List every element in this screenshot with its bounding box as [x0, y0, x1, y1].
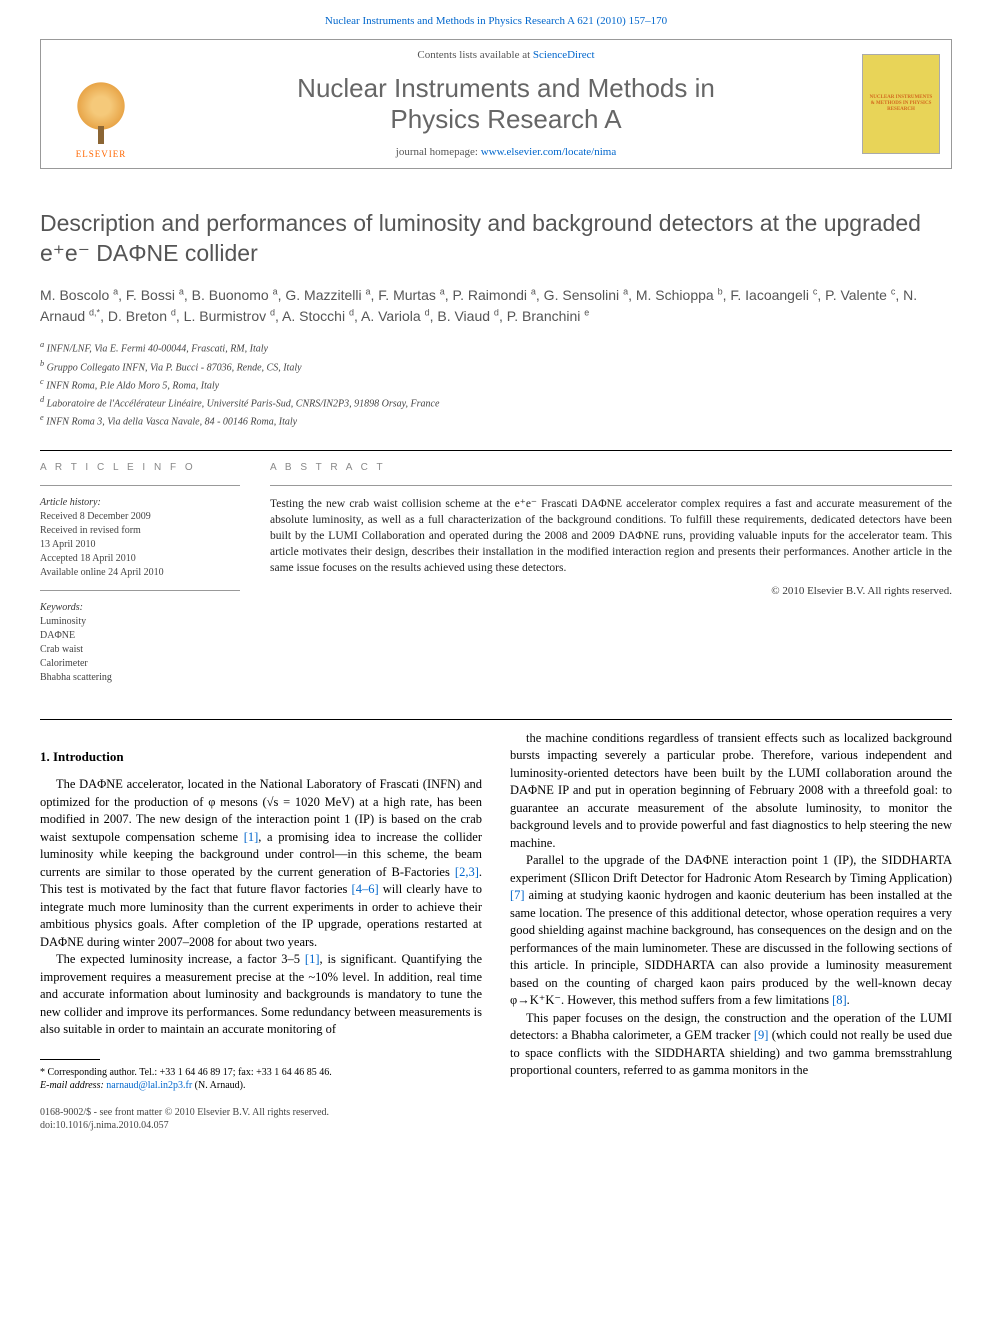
affiliation-d: d Laboratoire de l'Accélérateur Linéaire… [40, 394, 952, 411]
article-title: Description and performances of luminosi… [40, 209, 952, 269]
para-5: This paper focuses on the design, the co… [510, 1010, 952, 1080]
rule-above-info [40, 450, 952, 451]
info-rule-2 [40, 590, 240, 591]
info-heading: A R T I C L E I N F O [40, 461, 240, 475]
publisher-logo-area: ELSEVIER [41, 40, 161, 168]
elsevier-label: ELSEVIER [76, 148, 127, 161]
para-1: The DAΦNE accelerator, located in the Na… [40, 776, 482, 951]
journal-name: Nuclear Instruments and Methods in Physi… [161, 73, 851, 135]
page-footer: 0168-9002/$ - see front matter © 2010 El… [0, 1092, 992, 1152]
email-link[interactable]: narnaud@lal.in2p3.fr [106, 1080, 192, 1091]
homepage-line: journal homepage: www.elsevier.com/locat… [161, 145, 851, 160]
contents-line: Contents lists available at ScienceDirec… [161, 48, 851, 63]
section-1-heading: 1. Introduction [40, 748, 482, 766]
article-history: Article history: Received 8 December 200… [40, 496, 240, 580]
homepage-link[interactable]: www.elsevier.com/locate/nima [481, 146, 617, 158]
para-4: Parallel to the upgrade of the DAΦNE int… [510, 852, 952, 1010]
affiliation-a: a INFN/LNF, Via E. Fermi 40-00044, Frasc… [40, 339, 952, 356]
abstract-copyright: © 2010 Elsevier B.V. All rights reserved… [270, 584, 952, 599]
cover-thumbnail-area: NUCLEAR INSTRUMENTS & METHODS IN PHYSICS… [851, 40, 951, 168]
cite-8[interactable]: [8] [832, 993, 847, 1007]
affiliation-b: b Gruppo Collegato INFN, Via P. Bucci - … [40, 358, 952, 375]
abstract-rule [270, 485, 952, 486]
abstract-text: Testing the new crab waist collision sch… [270, 496, 952, 576]
abstract: A B S T R A C T Testing the new crab wai… [270, 461, 952, 695]
rule-below-abstract [40, 719, 952, 720]
cite-9[interactable]: [9] [754, 1028, 769, 1042]
footer-line-2: doi:10.1016/j.nima.2010.04.057 [40, 1119, 952, 1132]
corresponding-author-footnote: * Corresponding author. Tel.: +33 1 64 4… [40, 1066, 482, 1092]
elsevier-tree-icon [71, 82, 131, 142]
journal-cover-thumbnail: NUCLEAR INSTRUMENTS & METHODS IN PHYSICS… [862, 54, 940, 154]
info-abstract-row: A R T I C L E I N F O Article history: R… [40, 461, 952, 695]
cite-1b[interactable]: [1] [305, 952, 320, 966]
header-center: Contents lists available at ScienceDirec… [161, 40, 851, 168]
footnote-separator [40, 1059, 100, 1060]
abstract-heading: A B S T R A C T [270, 461, 952, 475]
cite-7[interactable]: [7] [510, 888, 525, 902]
cite-4-6[interactable]: [4–6] [352, 882, 379, 896]
footer-line-1: 0168-9002/$ - see front matter © 2010 El… [40, 1106, 952, 1119]
journal-header: ELSEVIER Contents lists available at Sci… [40, 39, 952, 169]
info-rule-1 [40, 485, 240, 486]
cite-1[interactable]: [1] [244, 830, 259, 844]
cite-2-3[interactable]: [2,3] [455, 865, 479, 879]
sciencedirect-link[interactable]: ScienceDirect [533, 49, 595, 61]
body-text: 1. Introduction The DAΦNE accelerator, l… [40, 730, 952, 1092]
para-3: the machine conditions regardless of tra… [510, 730, 952, 853]
top-journal-reference: Nuclear Instruments and Methods in Physi… [0, 0, 992, 39]
article-info: A R T I C L E I N F O Article history: R… [40, 461, 240, 695]
elsevier-logo: ELSEVIER [61, 70, 141, 160]
affiliation-c: c INFN Roma, P.le Aldo Moro 5, Roma, Ita… [40, 376, 952, 393]
journal-ref-link[interactable]: Nuclear Instruments and Methods in Physi… [325, 15, 667, 27]
cover-title: NUCLEAR INSTRUMENTS & METHODS IN PHYSICS… [867, 95, 935, 113]
keywords: Keywords: Luminosity DAΦNE Crab waist Ca… [40, 601, 240, 685]
affiliations: a INFN/LNF, Via E. Fermi 40-00044, Frasc… [40, 339, 952, 430]
para-2: The expected luminosity increase, a fact… [40, 951, 482, 1039]
author-list: M. Boscolo a, F. Bossi a, B. Buonomo a, … [40, 285, 952, 327]
affiliation-e: e INFN Roma 3, Via della Vasca Navale, 8… [40, 412, 952, 429]
